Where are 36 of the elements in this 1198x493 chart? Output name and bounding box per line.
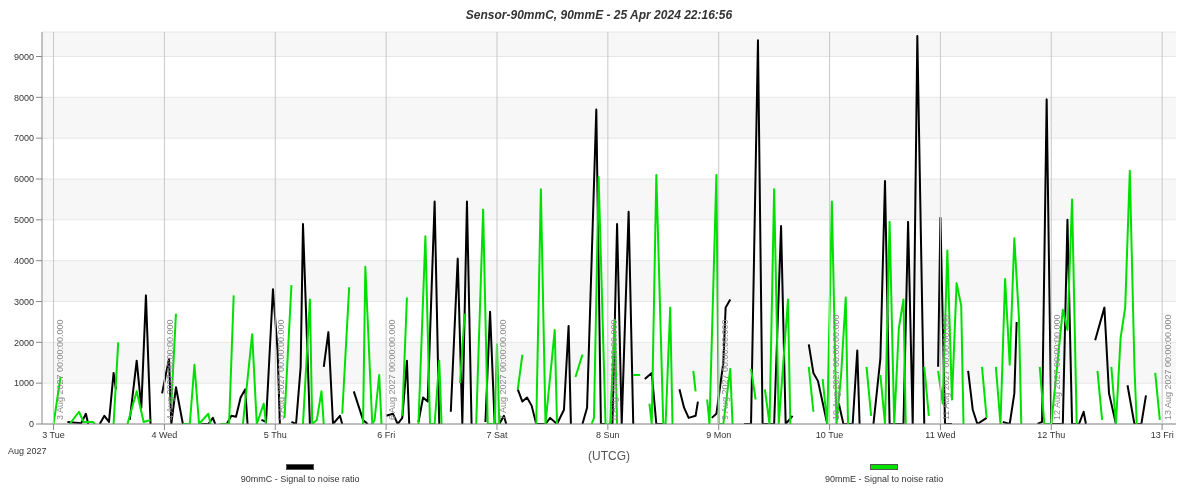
x-tick-label: 3 Tue xyxy=(42,430,65,441)
y-tick-label: 4000 xyxy=(13,255,34,266)
ref-line-label: 13 Aug 2027 00:00:00.000 xyxy=(1163,314,1174,420)
x-tick-label: 5 Thu xyxy=(263,430,287,441)
x-tick-label: 13 Fri xyxy=(1150,430,1174,441)
x-tick-label: 12 Thu xyxy=(1037,430,1066,441)
x-tick-label: 7 Sat xyxy=(486,430,508,441)
ref-line-label: 3 Aug 2027 00:00:00.000 xyxy=(54,319,65,420)
y-tick-label: 8000 xyxy=(13,92,34,103)
y-tick-label: 3000 xyxy=(13,296,34,307)
ref-line-label: 8 Aug 2027 00:00:00.000 xyxy=(608,319,619,420)
y-tick-label: 1000 xyxy=(13,378,34,389)
ref-line-label: 4 Aug 2027 00:00:00.000 xyxy=(165,319,176,420)
legend-label: 90mmC - Signal to noise ratio xyxy=(240,474,360,484)
legend-label: 90mmE - Signal to noise ratio xyxy=(825,474,944,484)
ref-line-label: 11 Aug 2027 00:00:00.000 xyxy=(941,315,952,420)
chart-title: Sensor-90mmC, 90mmE - 25 Apr 2024 22:16:56 xyxy=(464,8,734,24)
x-axis-title: (UTCG) xyxy=(588,449,630,463)
y-tick-label: 9000 xyxy=(13,51,34,62)
x-tick-label: 10 Tue xyxy=(815,430,844,441)
ref-line-label: 10 Aug 2027 00:00:00.000 xyxy=(830,314,841,420)
x-tick-label: 8 Sun xyxy=(596,430,620,441)
ref-line-label: 7 Aug 2027 00:00:00.000 xyxy=(497,319,508,420)
y-tick-label: 7000 xyxy=(13,133,34,144)
y-tick-label: 2000 xyxy=(13,337,34,348)
ref-line-label: 5 Aug 2027 00:00:00.000 xyxy=(276,319,287,420)
y-tick-label: 0 xyxy=(28,419,34,430)
ref-line-label: 6 Aug 2027 00:00:00.000 xyxy=(387,319,398,420)
ref-line-label: 12 Aug 2027 00:00:00.000 xyxy=(1052,314,1063,420)
x-tick-label: 11 Wed xyxy=(925,430,956,441)
x-tick-label: 6 Fri xyxy=(377,430,396,441)
text: Aug 2027 xyxy=(8,446,47,456)
y-tick-label: 6000 xyxy=(13,174,34,185)
x-tick-label: 9 Mon xyxy=(706,430,732,441)
x-tick-label: 4 Wed xyxy=(151,430,178,441)
y-tick-label: 5000 xyxy=(13,215,34,226)
